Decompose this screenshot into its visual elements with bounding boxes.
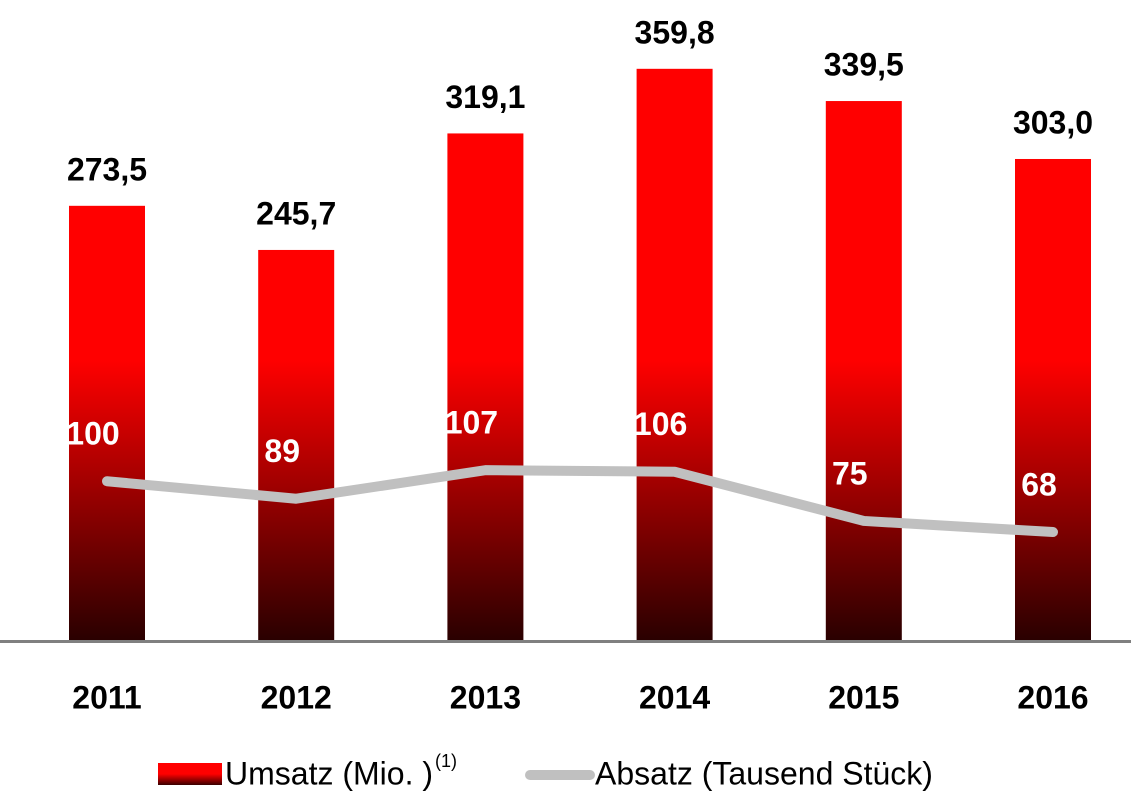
legend: Umsatz (Mio. ) (1) Absatz (Tausend Stück) <box>158 751 933 791</box>
bar-value-label: 319,1 <box>445 79 525 115</box>
x-tick-label: 2012 <box>261 679 332 715</box>
bar <box>447 133 524 640</box>
legend-superscript: (1) <box>435 751 457 771</box>
bar <box>1015 158 1091 641</box>
x-tick-label: 2014 <box>639 679 710 715</box>
bar <box>258 249 335 641</box>
legend-label: Absatz (Tausend Stück) <box>595 755 933 791</box>
bar-value-label: 245,7 <box>256 195 336 231</box>
line-value-label: 100 <box>66 416 119 452</box>
line-value-label: 75 <box>832 455 868 491</box>
legend-swatch <box>158 763 222 785</box>
bar-value-label: 359,8 <box>635 14 715 50</box>
line <box>102 465 1058 538</box>
bar-value-label: 303,0 <box>1013 104 1093 140</box>
line-value-label: 107 <box>445 405 498 441</box>
line-value-label: 89 <box>264 433 300 469</box>
legend-label: Umsatz (Mio. ) <box>225 755 433 791</box>
bar <box>636 68 713 640</box>
line-value-label: 106 <box>634 406 687 442</box>
bar-value-label: 339,5 <box>824 46 904 82</box>
bar-value-label: 273,5 <box>67 151 147 187</box>
bar <box>69 205 145 640</box>
line-value-label: 68 <box>1021 467 1057 503</box>
x-tick-label: 2015 <box>828 679 899 715</box>
bar <box>825 101 902 640</box>
x-tick-label: 2016 <box>1017 679 1088 715</box>
x-tick-label: 2013 <box>450 679 521 715</box>
x-tick-label: 2011 <box>72 679 141 715</box>
